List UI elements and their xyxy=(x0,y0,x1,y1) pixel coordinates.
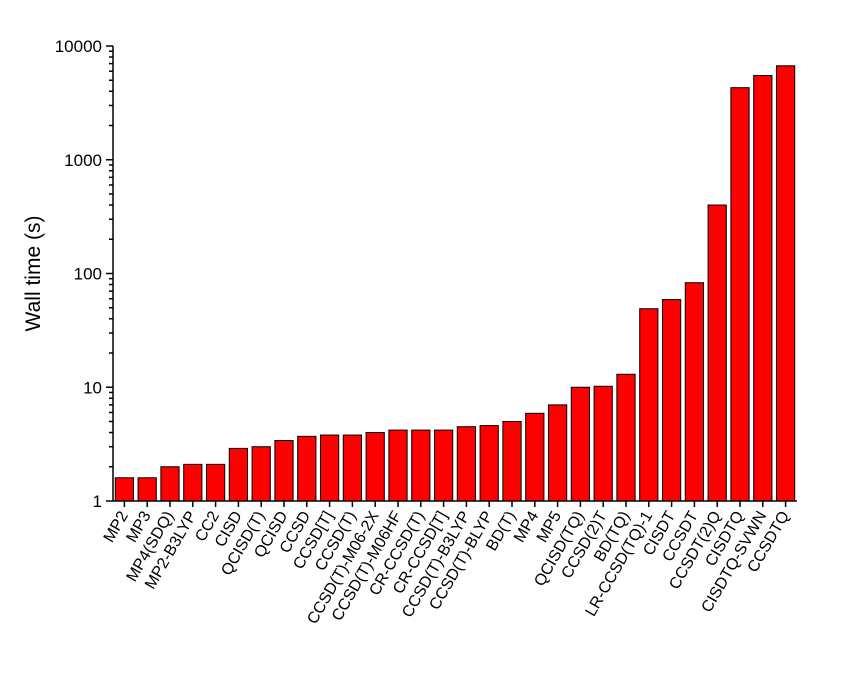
bar xyxy=(228,447,249,502)
bar xyxy=(456,426,477,502)
bar xyxy=(707,204,727,502)
bar xyxy=(730,87,750,502)
bar xyxy=(114,477,135,502)
bar xyxy=(319,434,340,502)
bar xyxy=(639,308,659,502)
bar xyxy=(775,65,796,502)
bars-group xyxy=(114,65,796,502)
bar xyxy=(342,434,363,502)
bar xyxy=(251,446,271,502)
y-tick-label: 100 xyxy=(74,265,102,284)
bar xyxy=(297,435,317,502)
bar xyxy=(433,429,454,502)
bar xyxy=(183,463,203,502)
bar xyxy=(547,404,568,502)
bar xyxy=(593,385,613,502)
y-tick-label: 10000 xyxy=(55,37,102,56)
bar xyxy=(388,429,408,502)
bar xyxy=(160,466,180,502)
y-axis-title: Wall time (s) xyxy=(22,216,45,332)
bar xyxy=(274,440,294,502)
bar xyxy=(661,299,682,502)
bar xyxy=(411,429,431,502)
bar xyxy=(616,373,636,502)
y-tick-label: 1 xyxy=(93,492,102,511)
y-tick-label: 1000 xyxy=(64,151,102,170)
bar xyxy=(479,425,499,502)
y-axis-ticks: 1 10 100 1000 10000 xyxy=(55,37,113,511)
bar xyxy=(684,282,705,502)
bar xyxy=(753,75,773,502)
bar xyxy=(205,463,226,502)
x-axis-ticks: MP2MP3MP4(SDQ)MP2-B3LYPCC2CISDQCISD(T)QC… xyxy=(101,501,793,627)
bar xyxy=(525,412,545,502)
bar xyxy=(365,432,385,502)
y-tick-label: 10 xyxy=(83,378,102,397)
bar xyxy=(502,420,522,502)
bar xyxy=(570,386,591,502)
bar xyxy=(137,477,157,502)
